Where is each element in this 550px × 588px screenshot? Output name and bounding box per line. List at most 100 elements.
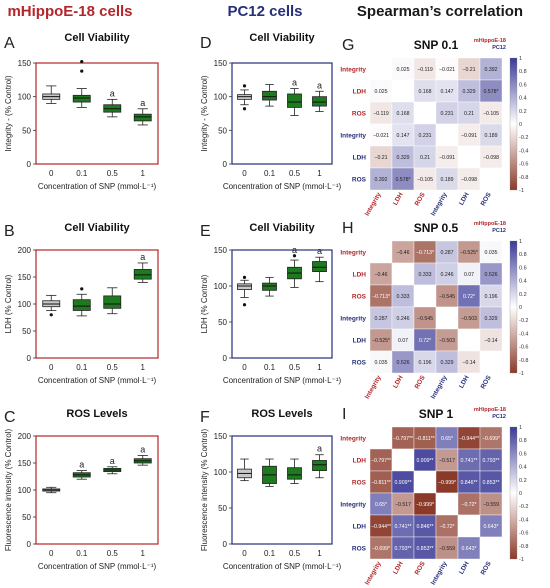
- heat-cell: −0.21: [369, 145, 393, 169]
- heat-cell: 0.189: [479, 123, 503, 147]
- heat-cell-value: 0.168: [397, 111, 410, 117]
- heat-cell-value: −0.811**: [371, 480, 391, 486]
- y-tick-label: 50: [22, 513, 31, 522]
- panel-letter: E: [200, 223, 211, 240]
- heat-cell-value: 0.147: [441, 89, 454, 95]
- heat-cell: −0.944**: [369, 514, 393, 538]
- heat-cell-fill: [479, 167, 503, 191]
- heat-cell-value: 0.643*: [461, 546, 476, 552]
- significance-label: a: [110, 88, 115, 98]
- heat-cell-value: −0.517: [395, 502, 411, 508]
- col-label: ROS: [414, 560, 427, 576]
- heat-cell: 0.72*: [413, 328, 437, 352]
- heat-cell: 0.035: [369, 350, 393, 374]
- heat-cell-value: 0.392: [485, 67, 498, 73]
- colorbar-tick-label: 0.6: [519, 265, 527, 271]
- heat-cell: 0.168: [413, 79, 437, 103]
- heat-cell-value: 0.287: [441, 250, 454, 256]
- heat-cell-value: 0.526: [397, 360, 410, 366]
- panel-letter: G: [342, 37, 354, 54]
- x-tick-label: 1: [141, 169, 146, 178]
- heat-cell: −0.517: [435, 448, 459, 472]
- colorbar-tick-label: -0.8: [519, 175, 528, 181]
- colorbar-tick-label: -1: [519, 371, 524, 377]
- col-label: ROS: [414, 374, 427, 390]
- colorbar-tick-label: -0.4: [519, 148, 528, 154]
- heat-cell: 0.231: [413, 123, 437, 147]
- box-1: a: [133, 444, 152, 466]
- heat-cell-value: −0.46: [396, 250, 409, 256]
- panel-title: SNP 1: [419, 407, 454, 421]
- colorbar-tick-label: -0.8: [519, 358, 528, 364]
- row-label: Integrity: [340, 316, 366, 323]
- heat-cell-value: 0.846**: [416, 524, 433, 530]
- y-tick-label: 50: [218, 318, 227, 327]
- heat-cell-value: 0.793**: [394, 546, 411, 552]
- heat-cell-value: −0.559: [483, 502, 499, 508]
- heat-cell: [457, 328, 481, 352]
- heat-cell: 0.07: [457, 262, 481, 286]
- y-tick-label: 150: [214, 246, 228, 255]
- colorbar: [509, 426, 518, 560]
- outlier-point: [242, 303, 247, 307]
- heat-cell-value: −0.119: [417, 67, 433, 73]
- heat-cell: −0.811**: [413, 426, 437, 450]
- box-1: a: [133, 98, 152, 126]
- colorbar-tick-label: -0.2: [519, 318, 528, 324]
- heat-cell: [479, 350, 503, 374]
- heat-cell-value: 0.793**: [482, 458, 499, 464]
- panel-letter: D: [200, 35, 212, 52]
- heat-cell-value: 0.909**: [394, 480, 411, 486]
- significance-label: a: [110, 456, 115, 466]
- row-label: ROS: [352, 546, 367, 553]
- heat-cell: −0.098: [457, 167, 481, 191]
- col-label: ROS: [480, 560, 493, 576]
- colorbar-tick-label: -0.6: [519, 162, 528, 168]
- heat-cell: 0.189: [435, 167, 459, 191]
- colorbar-tick-label: 0.2: [519, 109, 527, 115]
- heat-cell-value: 0.741**: [394, 524, 411, 530]
- colorbar-tick-label: -1: [519, 557, 524, 563]
- row-label: ROS: [352, 480, 367, 487]
- row-label: ROS: [352, 111, 367, 118]
- x-tick-label: 1: [317, 169, 322, 178]
- panel-C: C ROS Levels 0 50 100 150 200 Fluorescence inte…: [4, 408, 159, 571]
- row-label: Integrity: [340, 67, 366, 74]
- heat-cell: 0.392: [479, 57, 503, 81]
- box-0.1: [72, 287, 91, 317]
- heat-cell: [369, 57, 393, 81]
- outlier-point: [242, 84, 247, 88]
- heat-cell-fill: [435, 306, 459, 330]
- colorbar-tick-label: -0.2: [519, 135, 528, 141]
- heat-cell-value: −0.525*: [460, 250, 478, 256]
- y-tick-label: 100: [214, 282, 228, 291]
- y-axis-label: Integrity - (% Control): [4, 75, 13, 151]
- box-0.5: a: [287, 78, 302, 116]
- heat-cell-value: 0.196: [485, 294, 498, 300]
- box-body: [287, 93, 302, 108]
- row-label: Integrity: [340, 250, 366, 257]
- panel-B: B Cell Viability 0 50 100 150 200 LDH (% Contro…: [4, 222, 159, 385]
- heat-cell: −0.517: [391, 492, 415, 516]
- heat-cell-value: −0.713*: [416, 250, 434, 256]
- y-tick-label: 0: [223, 354, 228, 363]
- heat-cell: 0.909**: [391, 470, 415, 494]
- heat-cell: [413, 101, 437, 125]
- significance-label: a: [317, 444, 322, 454]
- significance-label: a: [317, 80, 322, 90]
- heat-cell: −0.091: [457, 123, 481, 147]
- plot-frame: [231, 62, 333, 165]
- box-1: a: [312, 444, 327, 479]
- row-label: Integrity: [340, 502, 366, 509]
- heat-cell: 0.168: [391, 101, 415, 125]
- heat-cell-value: 0.333: [397, 294, 410, 300]
- row-label: Integrity: [340, 436, 366, 443]
- heat-cell: [413, 470, 437, 494]
- heat-cell-fill: [391, 79, 415, 103]
- heat-cell: −0.14: [457, 350, 481, 374]
- heat-cell-value: −0.72*: [461, 502, 476, 508]
- heat-cell: [435, 306, 459, 330]
- colorbar-tick-label: -0.4: [519, 331, 528, 337]
- x-tick-label: 0.1: [76, 549, 88, 558]
